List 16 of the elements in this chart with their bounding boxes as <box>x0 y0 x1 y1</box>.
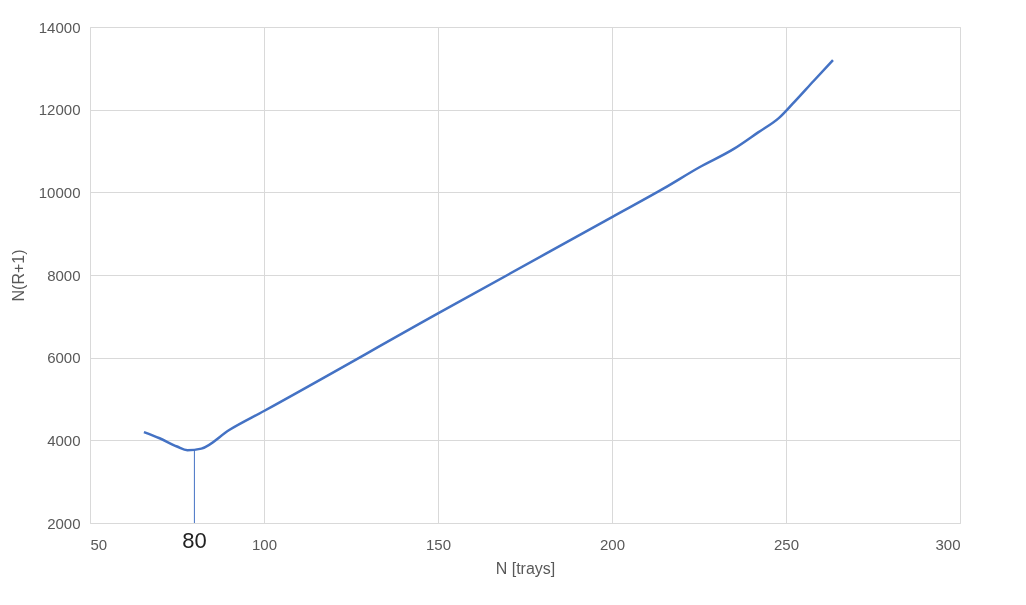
y-tick-label: 8000 <box>47 266 81 284</box>
x-axis-title: N [trays] <box>495 559 556 577</box>
y-tick-label: 14000 <box>38 18 81 36</box>
x-tick-label: 300 <box>935 535 961 553</box>
y-axis-title: N(R+1) <box>9 249 27 302</box>
x-tick-label: 100 <box>251 535 278 553</box>
x-tick-label: 250 <box>773 535 800 553</box>
x-tick-label: 150 <box>425 535 452 553</box>
x-tick-label: 200 <box>599 535 626 553</box>
y-tick-label: 2000 <box>47 514 81 532</box>
ref-line-label: 80 <box>182 528 207 553</box>
y-tick-label: 10000 <box>38 183 81 201</box>
y-tick-label: 12000 <box>38 101 81 119</box>
y-tick-label: 6000 <box>47 349 81 367</box>
y-tick-label: 4000 <box>47 431 81 449</box>
x-tick-label: 50 <box>90 535 108 553</box>
